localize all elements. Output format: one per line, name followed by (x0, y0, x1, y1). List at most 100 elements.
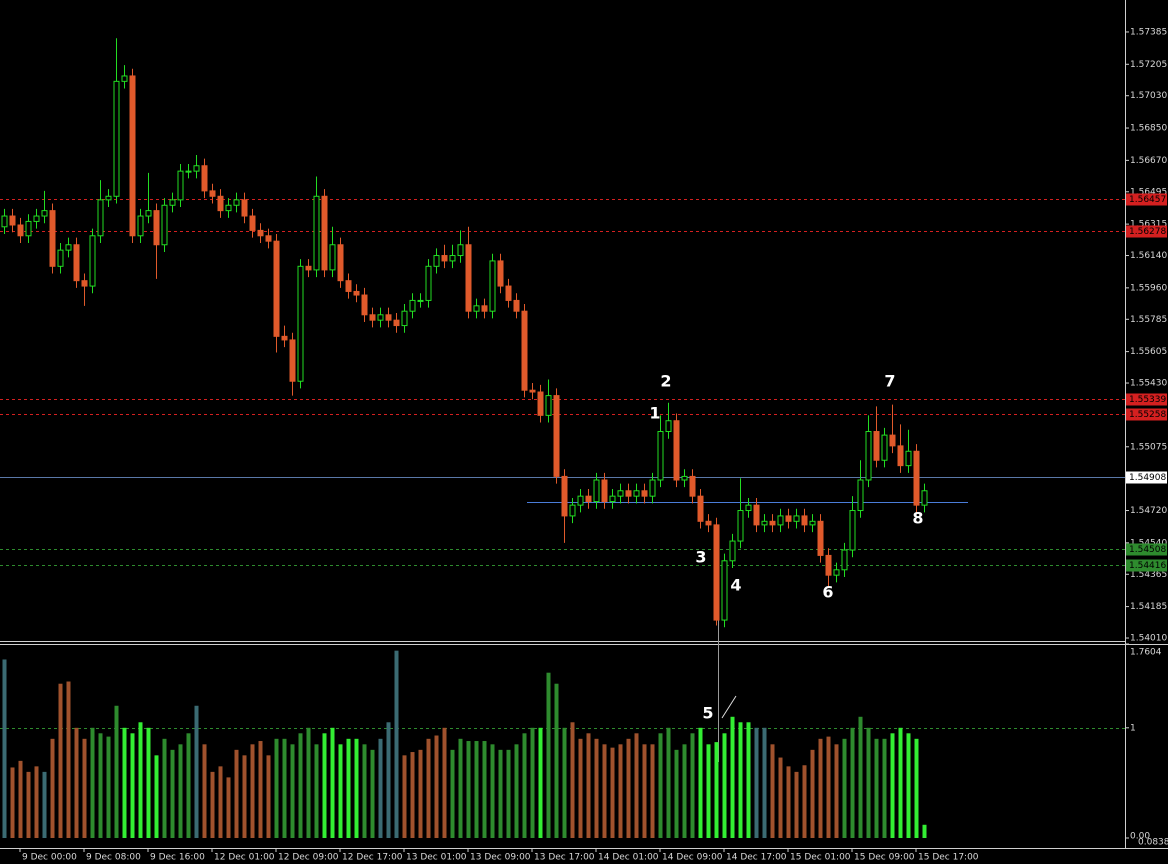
histogram-bar (338, 744, 343, 838)
candle-body (673, 420, 680, 481)
histogram-bar (810, 749, 815, 838)
histogram-bar (106, 736, 111, 838)
histogram-bar (362, 744, 367, 838)
candle-body (25, 220, 32, 237)
candle-body (633, 490, 640, 497)
candle-body (873, 431, 880, 461)
histogram-bar (194, 705, 199, 838)
histogram-bar (274, 738, 279, 838)
x-tick-label: 13 Dec 01:00 (406, 853, 467, 863)
histogram-bar (866, 727, 871, 838)
price-level-tag (1126, 193, 1167, 206)
candle-body (241, 199, 248, 217)
candle-body (713, 524, 720, 621)
histogram-bar (754, 727, 759, 838)
y-tick-label: 1.57385 (1130, 27, 1167, 37)
histogram-bar (234, 749, 239, 838)
histogram-bar (18, 760, 23, 838)
histogram-bar (370, 749, 375, 838)
candle-body (209, 190, 216, 197)
candle-body (57, 249, 64, 267)
x-tick-label: 12 Dec 17:00 (342, 853, 403, 863)
histogram-bar (626, 738, 631, 838)
candle-body (505, 285, 512, 301)
candle-body (41, 210, 48, 217)
candle-body (281, 335, 288, 341)
candle-body (793, 515, 800, 522)
candle-body (481, 305, 488, 312)
price-level-tag (1126, 559, 1167, 572)
price-level-label: 1.55258 (1129, 410, 1166, 420)
histogram-bar (434, 735, 439, 838)
candle-body (265, 235, 272, 242)
candle-body (433, 255, 440, 267)
histogram-bar (538, 727, 543, 838)
wave-label: 5 (702, 704, 713, 723)
candle-body (425, 265, 432, 301)
candle-body (649, 479, 656, 497)
candle-body (729, 540, 736, 562)
price-level-tag (1126, 408, 1167, 421)
histogram-bar (314, 744, 319, 838)
histogram-bar (586, 733, 591, 838)
candle-body (401, 310, 408, 327)
histogram-bar (58, 683, 63, 838)
histogram-bar (474, 741, 479, 838)
candle-body (689, 475, 696, 497)
histogram-bar (730, 716, 735, 838)
histogram-bar (482, 741, 487, 838)
histogram-bar (674, 749, 679, 838)
x-tick-label: 9 Dec 08:00 (86, 853, 141, 863)
candle-body (345, 280, 352, 292)
candle-body (609, 495, 616, 503)
candle-body (89, 235, 96, 287)
histogram-bar (418, 749, 423, 838)
x-tick-label: 13 Dec 17:00 (534, 853, 595, 863)
histogram-bar (714, 742, 719, 838)
candle-body (553, 395, 560, 477)
histogram-bar (354, 738, 359, 838)
histogram-bar (386, 722, 391, 838)
candle-body (889, 434, 896, 447)
x-tick-label: 9 Dec 00:00 (22, 853, 77, 863)
histogram-bar (466, 741, 471, 838)
histogram-bar (778, 757, 783, 838)
histogram-bar (842, 738, 847, 838)
candle-body (737, 510, 744, 542)
y-tick-label: 1.7604 (1130, 648, 1162, 658)
x-tick-label: 15 Dec 01:00 (790, 853, 851, 863)
histogram-bar (130, 733, 135, 838)
candle-body (297, 265, 304, 382)
candle-body (817, 520, 824, 556)
candle-body (905, 450, 912, 467)
histogram-bar (666, 727, 671, 838)
candle-body (17, 224, 24, 237)
x-tick-label: 14 Dec 01:00 (598, 853, 659, 863)
candle-body (777, 515, 784, 526)
histogram-bar (82, 738, 87, 838)
candle-body (617, 490, 624, 497)
price-level-tag (1126, 471, 1167, 484)
candle-body (569, 504, 576, 517)
x-tick-label: 15 Dec 09:00 (854, 853, 915, 863)
candle-body (577, 495, 584, 506)
histogram-bar (610, 747, 615, 838)
histogram-bar (114, 705, 119, 838)
trend-line-object (721, 695, 737, 719)
candle-body (721, 560, 728, 621)
histogram-bar (122, 727, 127, 838)
histogram-bar (442, 727, 447, 838)
histogram-bar (698, 727, 703, 838)
candle-body (289, 339, 296, 382)
candle-body (305, 265, 312, 271)
histogram-bar (290, 744, 295, 838)
y-tick-label: 1.55960 (1130, 283, 1167, 293)
candle-body (473, 305, 480, 312)
candle-body (857, 479, 864, 512)
histogram-bar (154, 755, 159, 838)
histogram-bar (890, 733, 895, 838)
histogram-bar (794, 771, 799, 838)
candle-body (769, 520, 776, 526)
candle-body (625, 490, 632, 497)
